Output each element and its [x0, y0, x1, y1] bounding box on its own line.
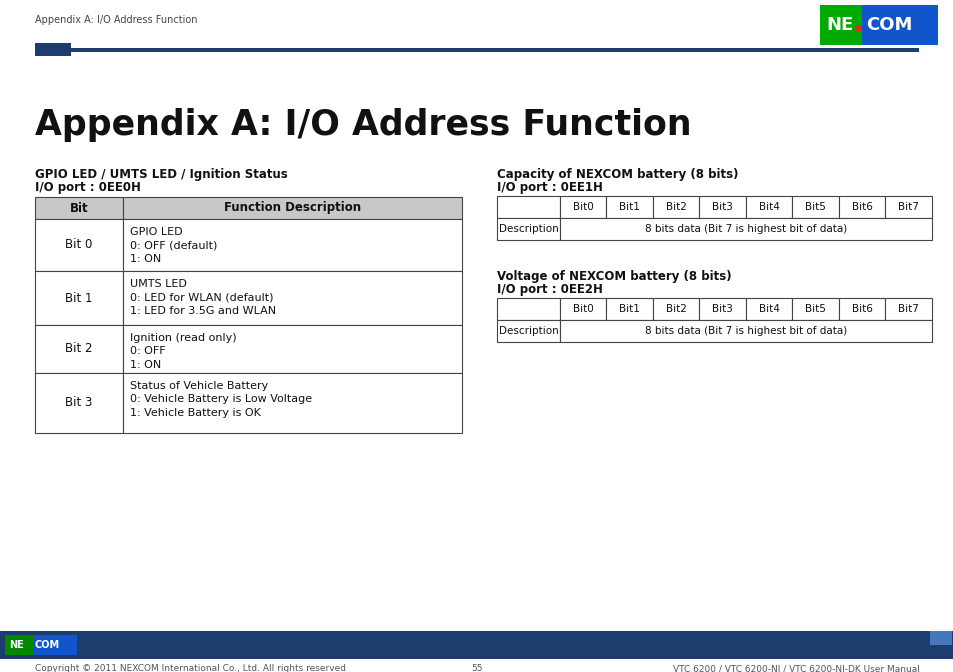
Bar	[792, 298, 838, 320]
Text: Voltage of NEXCOM battery (8 bits): Voltage of NEXCOM battery (8 bits)	[497, 270, 731, 283]
Text: Bit1: Bit1	[618, 202, 639, 212]
Text: Copyright © 2011 NEXCOM International Co., Ltd. All rights reserved: Copyright © 2011 NEXCOM International Co…	[35, 664, 346, 672]
Bar	[123, 197, 461, 219]
Text: COM: COM	[865, 16, 911, 34]
Bar	[745, 196, 792, 218]
Text: Bit7: Bit7	[898, 304, 919, 314]
Text: I/O port : 0EE1H: I/O port : 0EE1H	[497, 181, 602, 194]
Text: Bit4: Bit4	[758, 202, 779, 212]
Text: 1: Vehicle Battery is OK: 1: Vehicle Battery is OK	[130, 408, 260, 418]
Bar	[559, 218, 931, 240]
Bar	[123, 373, 461, 433]
Text: Ignition (read only): Ignition (read only)	[130, 333, 236, 343]
Bar	[559, 320, 931, 342]
Text: Bit7: Bit7	[898, 202, 919, 212]
Text: GPIO LED / UMTS LED / Ignition Status: GPIO LED / UMTS LED / Ignition Status	[35, 168, 288, 181]
Bar	[35, 271, 123, 325]
Text: I/O port : 0EE0H: I/O port : 0EE0H	[35, 181, 141, 194]
Text: Bit 2: Bit 2	[65, 343, 92, 355]
Text: I/O port : 0EE2H: I/O port : 0EE2H	[497, 283, 602, 296]
Bar	[838, 196, 884, 218]
Text: Bit4: Bit4	[758, 304, 779, 314]
Text: Description: Description	[498, 224, 558, 234]
Text: Bit2: Bit2	[665, 202, 686, 212]
Bar	[559, 196, 606, 218]
Bar	[652, 298, 699, 320]
Text: Appendix A: I/O Address Function: Appendix A: I/O Address Function	[35, 108, 691, 142]
Bar	[497, 196, 559, 218]
Text: Capacity of NEXCOM battery (8 bits): Capacity of NEXCOM battery (8 bits)	[497, 168, 738, 181]
Bar	[606, 298, 652, 320]
Text: GPIO LED: GPIO LED	[130, 227, 182, 237]
Bar	[35, 43, 71, 56]
Bar	[123, 219, 461, 271]
Text: Bit6: Bit6	[851, 202, 872, 212]
Text: Bit1: Bit1	[618, 304, 639, 314]
Text: 0: Vehicle Battery is Low Voltage: 0: Vehicle Battery is Low Voltage	[130, 394, 312, 405]
Bar	[497, 320, 559, 342]
Bar	[35, 197, 123, 219]
Bar	[699, 196, 745, 218]
Bar	[820, 5, 862, 45]
Text: 55: 55	[471, 664, 482, 672]
Bar	[699, 298, 745, 320]
Text: VTC 6200 / VTC 6200-NI / VTC 6200-NI-DK User Manual: VTC 6200 / VTC 6200-NI / VTC 6200-NI-DK …	[673, 664, 919, 672]
Text: Bit3: Bit3	[712, 304, 733, 314]
Text: NE: NE	[825, 16, 852, 34]
Text: Bit5: Bit5	[804, 202, 825, 212]
Bar	[929, 645, 951, 659]
Bar	[0, 631, 953, 659]
Bar	[606, 196, 652, 218]
Bar	[35, 325, 123, 373]
Bar	[792, 196, 838, 218]
Text: 8 bits data (Bit 7 is highest bit of data): 8 bits data (Bit 7 is highest bit of dat…	[644, 224, 846, 234]
Bar	[123, 271, 461, 325]
Bar	[497, 298, 559, 320]
Bar	[929, 631, 951, 645]
Text: NE: NE	[9, 640, 24, 650]
Bar	[745, 298, 792, 320]
Bar	[35, 219, 123, 271]
Text: Appendix A: I/O Address Function: Appendix A: I/O Address Function	[35, 15, 197, 25]
Text: Bit6: Bit6	[851, 304, 872, 314]
Text: Bit5: Bit5	[804, 304, 825, 314]
Text: Description: Description	[498, 326, 558, 336]
Text: Bit0: Bit0	[572, 304, 593, 314]
Bar	[35, 373, 123, 433]
Text: 1: ON: 1: ON	[130, 254, 161, 264]
Text: Bit: Bit	[70, 202, 89, 214]
Bar	[5, 635, 33, 655]
Bar	[497, 218, 559, 240]
Text: Bit 1: Bit 1	[65, 292, 92, 304]
Bar	[33, 635, 77, 655]
Bar	[884, 298, 931, 320]
Text: Bit0: Bit0	[572, 202, 593, 212]
Bar	[652, 196, 699, 218]
Bar	[838, 298, 884, 320]
Bar	[35, 48, 918, 52]
Text: Bit 0: Bit 0	[65, 239, 92, 251]
Text: 8 bits data (Bit 7 is highest bit of data): 8 bits data (Bit 7 is highest bit of dat…	[644, 326, 846, 336]
Text: 0: OFF: 0: OFF	[130, 347, 166, 357]
Text: COM: COM	[35, 640, 60, 650]
Text: 0: OFF (default): 0: OFF (default)	[130, 241, 217, 251]
Text: 1: ON: 1: ON	[130, 360, 161, 370]
Text: Bit 3: Bit 3	[65, 396, 92, 409]
Text: Bit2: Bit2	[665, 304, 686, 314]
Text: 1: LED for 3.5G and WLAN: 1: LED for 3.5G and WLAN	[130, 306, 275, 316]
Text: Status of Vehicle Battery: Status of Vehicle Battery	[130, 381, 268, 391]
Bar	[123, 325, 461, 373]
Bar	[862, 5, 937, 45]
Text: Bit3: Bit3	[712, 202, 733, 212]
Text: 0: LED for WLAN (default): 0: LED for WLAN (default)	[130, 292, 274, 302]
Bar	[884, 196, 931, 218]
Text: Function Description: Function Description	[224, 202, 360, 214]
Bar	[559, 298, 606, 320]
Text: UMTS LED: UMTS LED	[130, 279, 187, 289]
